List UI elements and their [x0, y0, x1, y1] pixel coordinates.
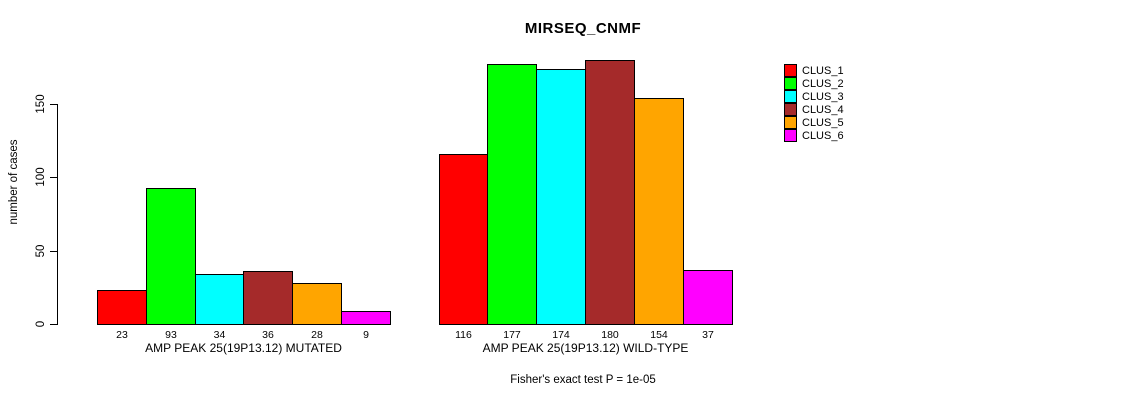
bar-value-label: 154 [650, 329, 668, 341]
bar-value-label: 9 [363, 329, 369, 341]
bar-value-label: 34 [213, 329, 226, 341]
y-tick-mark [50, 324, 58, 325]
legend-swatch-clus_4 [784, 103, 797, 116]
legend-swatch-clus_2 [784, 77, 797, 90]
y-tick-mark [50, 251, 58, 252]
bar-clus_3-mutated [195, 274, 244, 325]
bar-clus_1-wildtype [439, 154, 488, 325]
bar-clus_1-mutated [97, 290, 147, 325]
legend-label: CLUS_6 [802, 129, 844, 142]
bar-value-label: 93 [165, 329, 177, 341]
legend-label: CLUS_3 [802, 90, 844, 103]
legend-label: CLUS_1 [802, 64, 844, 77]
bar-value-label: 28 [311, 329, 323, 341]
y-tick-mark [50, 104, 58, 105]
legend-label: CLUS_4 [802, 103, 844, 116]
x-group-label-mutated: AMP PEAK 25(19P13.12) MUTATED [145, 341, 342, 355]
bar-clus_5-wildtype [634, 98, 684, 325]
y-tick-mark [50, 177, 58, 178]
legend-swatch-clus_3 [784, 90, 797, 103]
legend-label: CLUS_5 [802, 116, 844, 129]
y-tick-label: 50 [35, 244, 47, 258]
chart-title: MIRSEQ_CNMF [524, 20, 642, 37]
legend-item-clus_1: CLUS_1 [784, 64, 844, 77]
legend-item-clus_5: CLUS_5 [784, 116, 844, 129]
legend-item-clus_2: CLUS_2 [784, 77, 844, 90]
legend-swatch-clus_1 [784, 64, 797, 77]
y-tick-label: 0 [35, 320, 47, 328]
y-axis-title: number of cases [8, 139, 20, 225]
bar-clus_2-mutated [146, 188, 196, 325]
bar-value-label: 116 [455, 329, 472, 341]
bar-clus_6-mutated [341, 311, 391, 325]
bar-clus_3-wildtype [536, 69, 586, 325]
legend-item-clus_6: CLUS_6 [784, 129, 844, 142]
x-group-label-wildtype: AMP PEAK 25(19P13.12) WILD-TYPE [482, 341, 689, 355]
legend-label: CLUS_2 [802, 77, 844, 90]
bar-value-label: 37 [702, 329, 714, 341]
legend-swatch-clus_6 [784, 129, 797, 142]
bar-value-label: 23 [116, 329, 128, 341]
bar-value-label: 177 [503, 329, 521, 341]
fisher-test-caption: Fisher's exact test P = 1e-05 [510, 374, 656, 386]
bar-clus_4-mutated [243, 271, 293, 325]
y-tick-label: 100 [35, 167, 47, 187]
bar-clus_2-wildtype [487, 64, 537, 325]
bar-clus_4-wildtype [585, 60, 635, 325]
legend-item-clus_3: CLUS_3 [784, 90, 844, 103]
bar-value-label: 174 [552, 329, 570, 341]
bar-value-label: 36 [262, 329, 274, 341]
bar-clus_6-wildtype [683, 270, 733, 325]
bar-value-label: 180 [601, 329, 619, 341]
legend-item-clus_4: CLUS_4 [784, 103, 844, 116]
y-tick-label: 150 [35, 94, 47, 114]
y-axis-line [57, 104, 58, 325]
bar-clus_5-mutated [292, 283, 342, 325]
legend-swatch-clus_5 [784, 116, 797, 129]
